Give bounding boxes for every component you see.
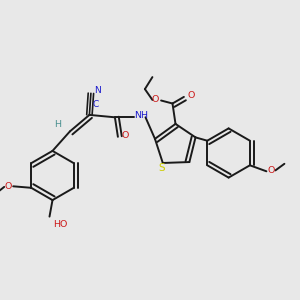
Text: O: O xyxy=(4,182,11,191)
Text: NH: NH xyxy=(134,111,148,120)
Text: O: O xyxy=(268,166,275,175)
Text: O: O xyxy=(152,95,159,104)
Text: S: S xyxy=(158,164,165,173)
Text: HO: HO xyxy=(53,220,67,229)
Text: C: C xyxy=(93,100,99,109)
Text: N: N xyxy=(94,86,101,95)
Text: H: H xyxy=(54,120,61,129)
Text: O: O xyxy=(122,131,129,140)
Text: O: O xyxy=(188,91,195,100)
